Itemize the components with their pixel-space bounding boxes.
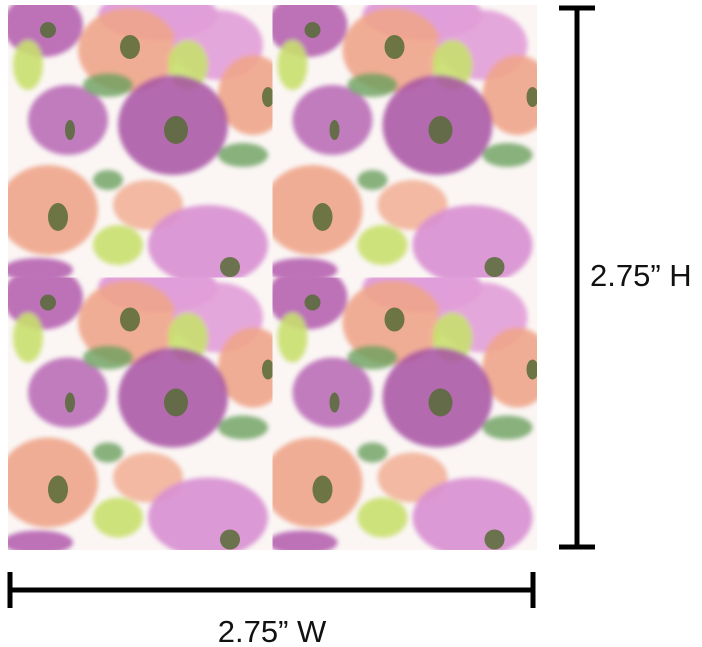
width-label: 2.75” W (218, 614, 327, 647)
width-dimension (7, 572, 536, 608)
height-dimension (559, 5, 595, 550)
height-label: 2.75” H (590, 258, 692, 293)
pattern-swatch (8, 5, 537, 550)
